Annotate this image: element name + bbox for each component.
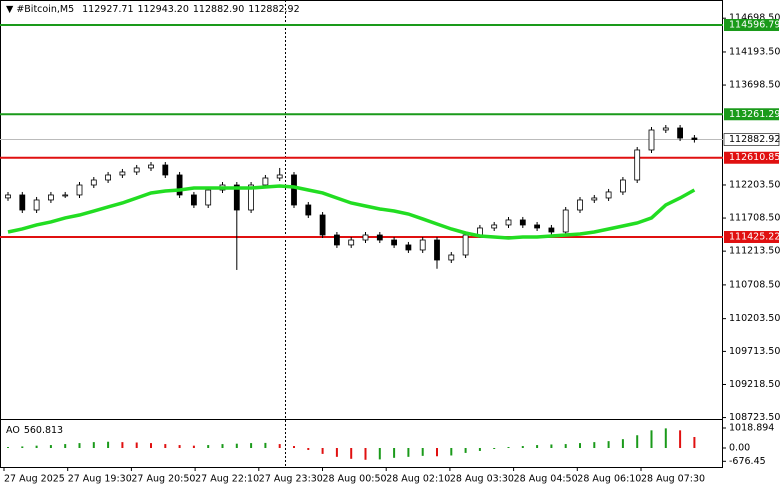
candle-body <box>519 219 526 226</box>
level-label: 111425.22 <box>729 231 780 242</box>
candle-body <box>333 234 340 246</box>
header-price: 112943.20 <box>138 4 189 15</box>
candle-body <box>119 171 126 176</box>
header-price: 112927.71 <box>82 4 133 15</box>
level-label: 113261.29 <box>729 109 780 120</box>
candle-body <box>162 164 169 176</box>
candle-body <box>19 194 26 211</box>
candle-body <box>562 209 569 233</box>
moving-average <box>7 184 696 240</box>
candle-body <box>262 177 269 186</box>
candle-body <box>291 174 297 206</box>
candle-body <box>305 204 312 216</box>
candle-body <box>434 239 440 261</box>
x-tick-label: 27 Aug 22:10 <box>195 474 259 485</box>
y-tick-label: 111213.50 <box>729 246 780 257</box>
candle-body <box>5 194 11 199</box>
candle-body <box>62 194 69 197</box>
x-tick-label: 28 Aug 03:30 <box>450 474 514 485</box>
y-tick-label: 109713.50 <box>729 346 780 357</box>
level-label-bg <box>724 151 779 164</box>
ao-value: 560.813 <box>24 425 63 436</box>
candle-body <box>319 214 326 236</box>
y-tick-label: 114193.50 <box>729 46 780 57</box>
y-tick-label: 114698.50 <box>729 13 780 24</box>
candle-body <box>605 191 612 199</box>
candle-body <box>648 129 655 151</box>
level-label: 112610.85 <box>729 152 780 163</box>
plot-frame <box>0 0 723 468</box>
candle-body <box>591 197 598 201</box>
arrow: ▼ <box>6 4 16 15</box>
y-tick-label: 110203.50 <box>729 313 780 324</box>
candle-body <box>362 234 369 241</box>
price-label: 112882.92 <box>729 134 780 145</box>
candle-body <box>548 227 555 233</box>
ao-tick-label: -676.45 <box>729 456 766 467</box>
title: #Bitcoin,M5 <box>16 4 74 15</box>
symbol-title: ▼ #Bitcoin,M5 112927.71 112943.20 112882.90… <box>6 4 300 15</box>
candle-body <box>505 219 512 226</box>
candle-body <box>133 167 140 173</box>
candle-body <box>448 254 455 261</box>
candle-body <box>391 239 398 246</box>
candle-body <box>405 244 412 251</box>
candle-body <box>48 194 54 201</box>
x-tick-label: 27 Aug 19:30 <box>68 474 132 485</box>
level-label-bg <box>724 108 779 121</box>
candle-body <box>662 127 669 131</box>
y-tick-label: 112203.50 <box>729 179 780 190</box>
candle-body <box>205 189 212 206</box>
ao-tick-label: 0.00 <box>729 443 750 454</box>
x-tick-label: 28 Aug 06:10 <box>577 474 641 485</box>
candle-body <box>534 224 540 229</box>
ao-title: AO 560.813 <box>6 425 63 436</box>
candle-body <box>248 184 255 211</box>
y-tick-label: 108723.50 <box>729 412 780 423</box>
candle-body <box>577 199 583 211</box>
x-tick-label: 28 Aug 07:30 <box>641 474 705 485</box>
candle-body <box>419 239 426 251</box>
candle-body <box>190 194 197 206</box>
candle-body <box>233 184 240 211</box>
candle-body <box>677 127 683 139</box>
ao-tick-label: 1018.894 <box>729 422 774 433</box>
candle-body <box>691 137 698 140</box>
x-tick-label: 27 Aug 20:50 <box>131 474 195 485</box>
candle-body <box>148 164 154 169</box>
y-tick-label: 109218.50 <box>729 379 780 390</box>
candle-body <box>176 174 183 196</box>
candle-body <box>276 174 283 179</box>
x-tick-label: 28 Aug 00:50 <box>323 474 387 485</box>
candle-body <box>376 234 383 241</box>
header-price: 112882.90 <box>193 4 244 15</box>
x-tick-label: 28 Aug 02:10 <box>386 474 450 485</box>
x-tick-label: 27 Aug 23:30 <box>259 474 323 485</box>
x-tick-label: 27 Aug 2025 <box>4 474 65 485</box>
y-tick-label: 110708.50 <box>729 279 780 290</box>
candle-body <box>76 184 83 196</box>
y-tick-label: 113698.50 <box>729 80 780 91</box>
header-price: 112882.92 <box>248 4 299 15</box>
level-label: 114596.79 <box>729 20 780 31</box>
x-tick-label: 28 Aug 04:50 <box>514 474 578 485</box>
y-tick-label: 111708.50 <box>729 213 780 224</box>
candle-body <box>90 179 97 186</box>
ao-name: AO <box>6 425 20 436</box>
candle-body <box>105 174 111 181</box>
candle-body <box>33 199 40 211</box>
level-label-bg <box>724 19 779 32</box>
price-label-bg <box>723 133 780 146</box>
candle-body <box>634 149 641 181</box>
candle-body <box>462 234 469 256</box>
candle-body <box>491 224 498 229</box>
level-label-bg <box>724 230 779 243</box>
candle-body <box>348 239 355 246</box>
candle-body <box>620 179 626 193</box>
